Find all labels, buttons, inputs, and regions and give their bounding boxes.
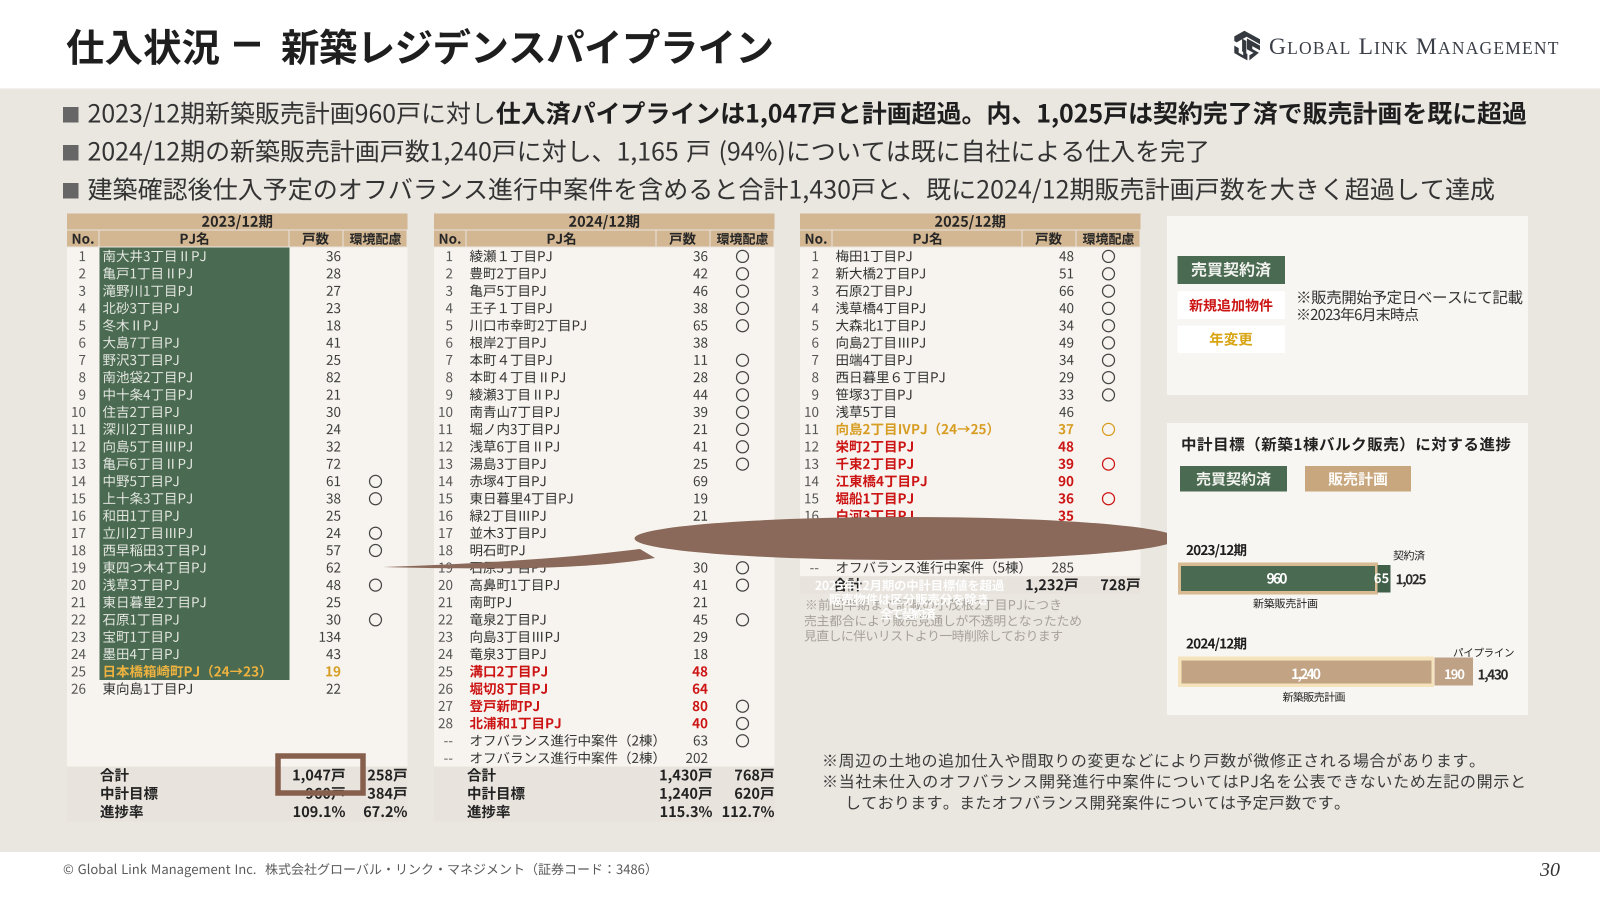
svg-text:30: 30	[1539, 859, 1560, 881]
svg-text:GLOBAL LINK MANAGEMENT: GLOBAL LINK MANAGEMENT	[1269, 34, 1560, 60]
